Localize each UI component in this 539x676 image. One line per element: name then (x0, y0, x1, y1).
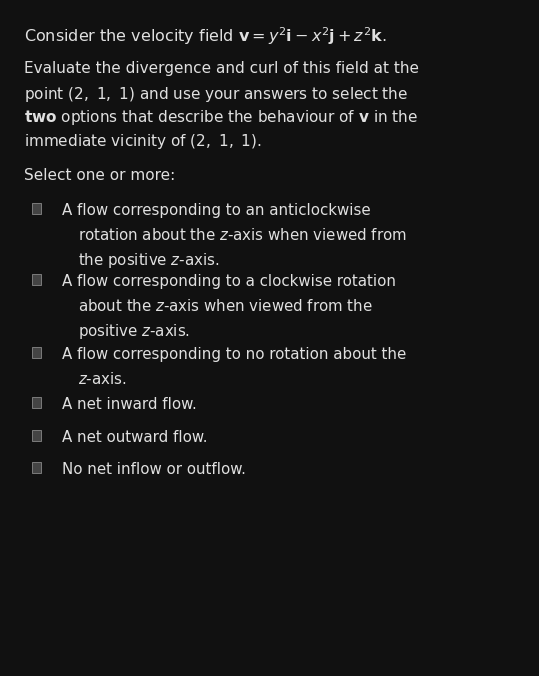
Text: A net outward flow.: A net outward flow. (62, 430, 208, 445)
Text: Consider the velocity field $\mathbf{v} = y^2\mathbf{i} - x^2\mathbf{j} + z^2\ma: Consider the velocity field $\mathbf{v} … (24, 26, 387, 47)
Text: $\bf{two}$ options that describe the behaviour of $\mathbf{v}$ in the: $\bf{two}$ options that describe the beh… (24, 108, 418, 127)
FancyBboxPatch shape (32, 430, 41, 441)
Text: immediate vicinity of $(2,\ 1,\ 1)$.: immediate vicinity of $(2,\ 1,\ 1)$. (24, 132, 262, 151)
Text: Evaluate the divergence and curl of this field at the: Evaluate the divergence and curl of this… (24, 61, 419, 76)
FancyBboxPatch shape (32, 203, 41, 214)
Text: about the $z$-axis when viewed from the: about the $z$-axis when viewed from the (78, 297, 373, 314)
Text: rotation about the $z$-axis when viewed from: rotation about the $z$-axis when viewed … (78, 227, 407, 243)
Text: A net inward flow.: A net inward flow. (62, 397, 197, 412)
Text: A flow corresponding to a clockwise rotation: A flow corresponding to a clockwise rota… (62, 274, 396, 289)
Text: the positive $z$-axis.: the positive $z$-axis. (78, 251, 219, 270)
Text: A flow corresponding to an anticlockwise: A flow corresponding to an anticlockwise (62, 203, 371, 218)
FancyBboxPatch shape (32, 397, 41, 408)
Text: A flow corresponding to no rotation about the: A flow corresponding to no rotation abou… (62, 347, 406, 362)
Text: $z$-axis.: $z$-axis. (78, 370, 127, 387)
Text: No net inflow or outflow.: No net inflow or outflow. (62, 462, 246, 477)
FancyBboxPatch shape (32, 462, 41, 473)
Text: point $(2,\ 1,\ 1)$ and use your answers to select the: point $(2,\ 1,\ 1)$ and use your answers… (24, 84, 409, 103)
Text: Select one or more:: Select one or more: (24, 168, 176, 183)
FancyBboxPatch shape (32, 347, 41, 358)
Text: positive $z$-axis.: positive $z$-axis. (78, 322, 190, 341)
FancyBboxPatch shape (32, 274, 41, 285)
